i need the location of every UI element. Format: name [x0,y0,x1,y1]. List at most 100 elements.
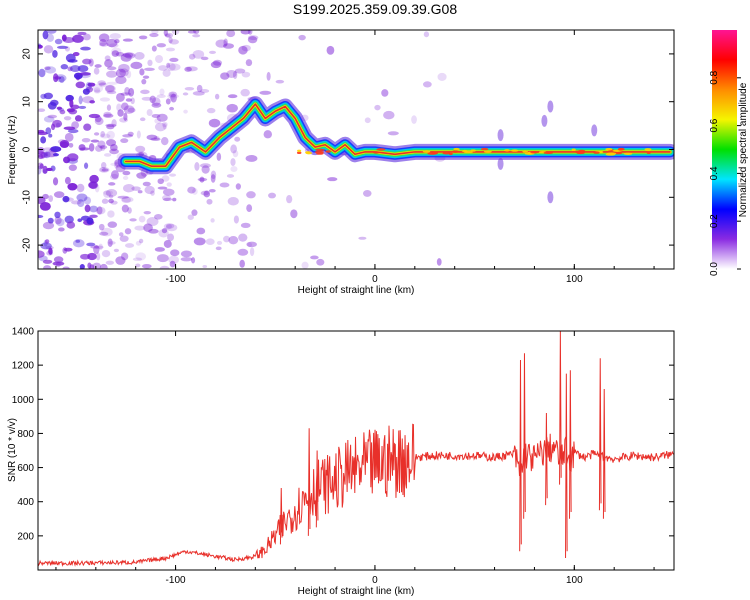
colorbar-tick-label: 0.0 [709,262,720,276]
track-blob [376,148,386,151]
speckle-mark [40,242,52,250]
speckle-mark [95,206,106,215]
track-blob [522,150,528,153]
speckle-mark [117,195,129,199]
speckle-mark [165,224,178,232]
speckle-mark [88,181,98,189]
speckle-mark [155,54,164,64]
speckle-mark [42,165,48,174]
speckle-mark [115,68,126,78]
speckle-mark [93,87,101,93]
speckle-mark [100,145,106,151]
speckle-mark [106,90,117,95]
colorbar-tick-label: 0.2 [709,214,720,228]
speckle-mark [135,145,146,153]
speckle-mark [149,95,156,104]
speckle-mark [62,37,75,43]
speckle-mark [135,263,141,268]
speckle-mark [187,30,197,34]
speckle-mark [38,149,43,154]
snr-ticks: -100 0 100 200 400 600 800 1000 1200 1400 [12,327,674,586]
snr-ytick-label: 800 [17,429,34,440]
speckle-mark [275,79,285,84]
speckle-mark [136,172,147,179]
speckle-mark [228,236,239,245]
speckle-mark [226,174,235,178]
speckle-mark [98,243,103,250]
track-disturbance [497,157,504,170]
track-blob [427,152,438,155]
spectrogram-track [117,96,674,204]
speckle-mark [168,63,181,71]
track-blob [511,149,519,152]
spec-ytick-label: 0 [22,146,33,152]
speckle-mark [182,92,189,96]
speckle-mark [99,166,106,173]
speckle-mark [131,186,141,191]
speckle-mark [43,115,55,123]
speckle-mark [208,188,216,193]
speckle-mark [58,227,65,232]
speckle-mark [108,182,116,186]
speckle-mark [113,248,120,253]
track-blob [305,151,313,155]
snr-xtick-label: -100 [166,575,186,586]
speckle-mark [240,88,250,97]
speckle-mark [87,252,97,261]
speckle-mark [161,228,168,234]
speckle-mark [364,117,371,124]
speckle-mark [63,116,72,121]
speckle-mark [97,80,106,86]
speckle-mark [54,216,62,225]
speckle-mark [98,82,107,86]
speckle-mark [246,191,256,199]
speckle-mark [197,177,208,182]
speckle-mark [157,186,168,190]
speckle-mark [168,91,177,98]
speckle-mark [238,233,248,242]
speckle-mark [156,254,169,263]
speckle-mark [67,59,78,63]
speckle-mark [101,249,111,258]
speckle-mark [183,109,188,114]
snr-spike [559,331,562,485]
speckle-mark [96,252,101,261]
colorbar-gradient [712,30,737,269]
speckle-mark [151,102,162,108]
speckle-mark [89,214,98,218]
speckle-mark [75,239,81,243]
speckle-mark [71,121,80,129]
track-blob [605,148,613,151]
speckle-mark [172,197,177,202]
speckle-mark [74,115,82,122]
speckle-mark [140,89,150,95]
speckle-mark [38,196,46,204]
speckle-mark [202,264,208,268]
speckle-mark [127,207,132,214]
speckle-mark [192,34,201,38]
speckle-mark [122,134,134,138]
track-blob [296,151,302,155]
speckle-mark [63,247,73,252]
speckle-mark [90,139,100,143]
speckle-mark [156,94,166,99]
speckle-mark [105,123,117,127]
speckle-mark [106,104,112,111]
speckle-mark [237,248,249,256]
speckle-mark [60,64,69,70]
speckle-mark [54,211,61,219]
speckle-mark [210,174,216,183]
speckle-mark [94,184,100,193]
speckle-mark [46,33,55,43]
speckle-mark [121,252,129,261]
speckle-mark [43,151,51,159]
speckle-mark [168,255,180,264]
speckle-mark [90,245,100,249]
speckle-mark [362,190,372,197]
speckle-mark [169,106,175,111]
snr-spikes [279,331,606,559]
speckle-mark [192,91,205,96]
speckle-mark [102,190,113,196]
speckle-mark [162,194,171,202]
